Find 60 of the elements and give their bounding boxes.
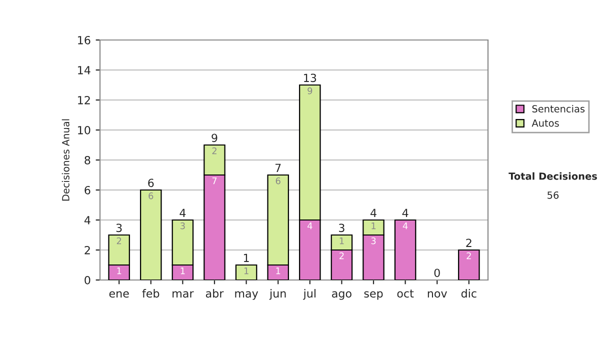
total-label: 3 [339, 224, 344, 232]
x-tick-label: jun [269, 289, 286, 300]
bar [458, 249, 480, 280]
total-label: 7 [275, 164, 281, 172]
x-tick-label: oct [397, 290, 414, 298]
x-tick-label: may [235, 291, 258, 300]
x-tick-label: sep [364, 291, 383, 300]
x-tick-label: feb [142, 289, 160, 298]
data-label: 6 [276, 177, 280, 184]
data-label: 1 [244, 268, 248, 274]
y-tick-label: 12 [78, 96, 90, 104]
y-tick-label: 8 [84, 156, 90, 164]
data-label: 1 [276, 268, 280, 274]
data-label: 1 [340, 238, 344, 244]
total-label: 3 [116, 224, 122, 232]
data-label: 4 [402, 222, 408, 230]
bar [235, 264, 258, 280]
total-label: 4 [180, 208, 186, 217]
total-label: 1 [244, 254, 249, 262]
total-label: 6 [148, 178, 154, 188]
x-tick-label: dic [461, 289, 476, 298]
y-axis-title: Decisiones Anual [62, 119, 70, 201]
data-label: 3 [180, 222, 185, 230]
data-label: 3 [371, 237, 376, 244]
y-tick-label: 0 [84, 276, 90, 284]
legend-label: Autos [532, 120, 559, 127]
data-label: 1 [180, 268, 185, 274]
total-label: 4 [402, 208, 408, 217]
bar [140, 189, 162, 280]
data-label: 6 [148, 192, 154, 200]
data-label: 2 [339, 252, 344, 260]
text: 56 [548, 191, 559, 199]
x-tick-label: mar [172, 291, 194, 298]
y-tick-label: 14 [78, 66, 90, 74]
y-tick-label: 4 [84, 216, 90, 224]
data-label: 1 [117, 268, 122, 274]
x-tick-label: ene [109, 291, 129, 298]
bar [394, 219, 416, 280]
x-tick-label: nov [428, 291, 447, 298]
y-tick-label: 10 [78, 126, 90, 134]
total-label: 4 [370, 208, 376, 217]
legend-label: Sentencias [532, 104, 585, 112]
y-tick-label: 16 [78, 36, 90, 44]
data-label: 2 [116, 237, 122, 244]
data-label: 7 [212, 178, 217, 184]
total-label: 2 [466, 238, 472, 247]
data-label: 2 [212, 147, 216, 154]
total-label: 13 [304, 74, 316, 82]
data-label: 4 [307, 222, 312, 230]
x-tick-label: jul [303, 289, 316, 300]
text: Total Decisiones [508, 172, 597, 180]
y-tick-label: 6 [84, 186, 90, 194]
data-label: 9 [308, 87, 312, 94]
total-label: 9 [212, 134, 218, 142]
x-tick-label: ago [332, 291, 352, 300]
data-label: 1 [372, 222, 376, 230]
total-label: 0 [434, 268, 440, 278]
data-label: 2 [466, 252, 471, 260]
y-tick-label: 2 [84, 246, 90, 254]
x-tick-label: abr [206, 289, 224, 298]
